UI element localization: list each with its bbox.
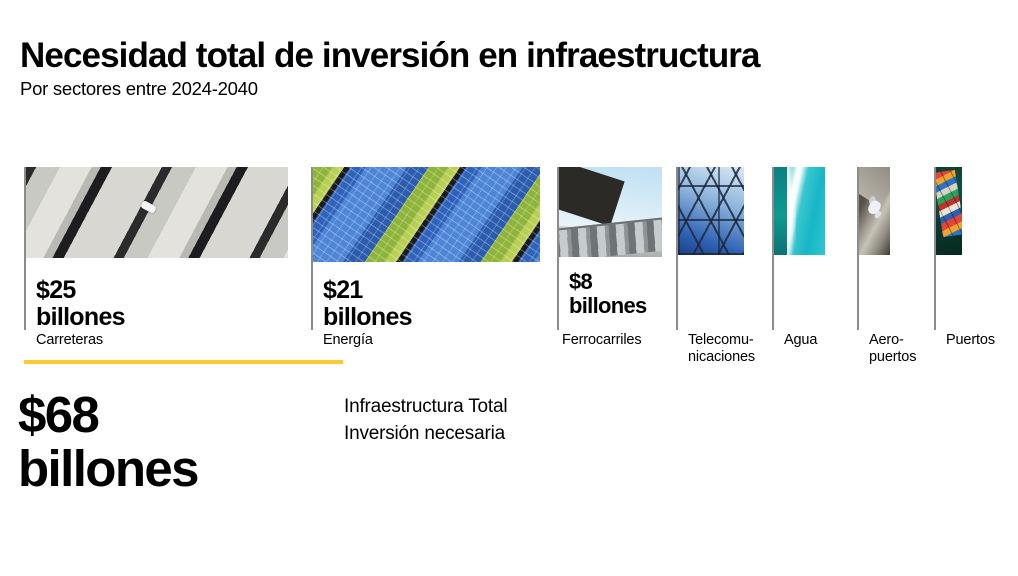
leader-line — [311, 167, 313, 330]
sector-value-carreteras: $25 billones — [36, 276, 126, 331]
train-image-art — [559, 167, 662, 257]
solar-panels-image-art — [313, 167, 540, 262]
total-caption: Infraestructura Total Inversión necesari… — [344, 396, 508, 444]
leader-line — [857, 167, 859, 330]
train-image — [559, 167, 662, 257]
highway-aerial-image-art — [26, 167, 288, 258]
ocean-water-image-art — [774, 167, 825, 255]
shipping-containers-image — [936, 167, 962, 255]
sector-label-telecomunicaciones: Telecomu- nicaciones — [688, 332, 756, 366]
sector-label-aeropuertos: Aero- puertos — [869, 332, 917, 366]
leader-line — [772, 167, 774, 330]
ocean-water-image — [774, 167, 825, 255]
sector-label-carreteras: Carreteras — [36, 332, 103, 348]
page-title: Necesidad total de inversión en infraest… — [20, 36, 761, 75]
airplane-runway-image — [859, 167, 890, 255]
sector-label-agua: Agua — [784, 332, 818, 348]
accent-rule — [24, 360, 343, 364]
header: Necesidad total de inversión en infraest… — [20, 38, 980, 99]
shipping-containers-image-art — [936, 167, 962, 255]
sector-label-ferrocarriles: Ferrocarriles — [562, 332, 642, 348]
sector-value-ferrocarriles: $8 billones — [569, 269, 647, 318]
sector-label-puertos: Puertos — [946, 332, 995, 348]
leader-line — [557, 167, 559, 330]
sector-value-energia: $21 billones — [323, 276, 413, 331]
airplane-runway-image-art — [859, 167, 890, 255]
transmission-tower-image-art — [678, 167, 744, 255]
page-subtitle: Por sectores entre 2024-2040 — [20, 77, 258, 99]
highway-aerial-image — [26, 167, 288, 258]
transmission-tower-image — [678, 167, 744, 255]
leader-line — [934, 167, 936, 330]
leader-line — [676, 167, 678, 330]
leader-line — [24, 167, 26, 330]
total-value: $68 billones — [18, 386, 200, 498]
solar-panels-image — [313, 167, 540, 262]
sector-label-energia: Energía — [323, 332, 373, 348]
